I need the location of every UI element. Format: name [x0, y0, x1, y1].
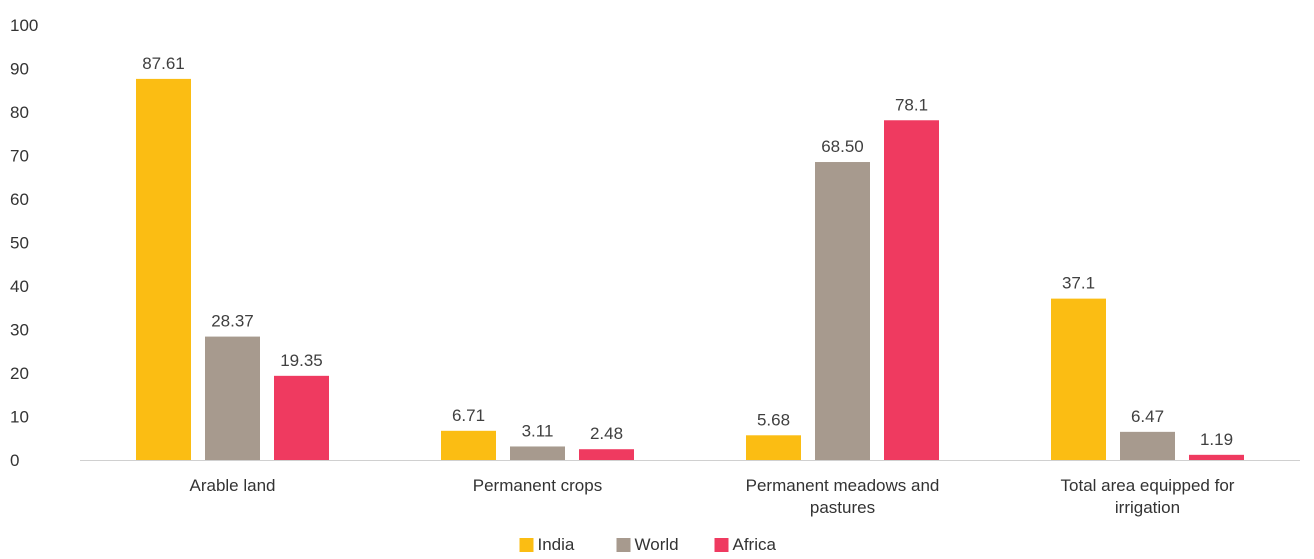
bar-india: [1051, 298, 1106, 460]
bar-india: [136, 78, 191, 461]
y-tick-label: 10: [10, 408, 29, 427]
data-label: 5.68: [757, 410, 790, 429]
bar-india: [441, 430, 496, 460]
category-label: Arable land: [189, 476, 275, 495]
category-label: pastures: [810, 498, 875, 517]
category-labels: Arable land Permanent crops Permanent mead…: [189, 476, 1234, 517]
data-label: 1.19: [1200, 430, 1233, 449]
category-label: Permanent crops: [473, 476, 602, 495]
y-tick-label: 20: [10, 364, 29, 383]
y-tick-label: 90: [10, 60, 29, 79]
legend-label-india: India: [538, 535, 575, 554]
y-tick-label: 100: [10, 16, 38, 35]
bar-africa: [579, 449, 634, 460]
data-label: 68.50: [821, 137, 864, 156]
bar-world: [205, 336, 260, 460]
legend-swatch-india: [519, 538, 534, 552]
data-labels: 87.61 28.37 19.35 6.71 3.11 2.48 5.68 68.50 78.1…: [142, 54, 1233, 449]
category-label: Total area equipped for: [1061, 476, 1235, 495]
y-axis-ticks: 0 10 20 30 40 50 60 70 80 90 100: [10, 16, 38, 470]
bar-africa: [274, 375, 329, 460]
legend: India World Africa: [519, 535, 777, 554]
category-label: Permanent meadows and: [746, 476, 940, 495]
data-label: 37.1: [1062, 274, 1095, 293]
data-label: 87.61: [142, 54, 185, 73]
bar-world: [815, 162, 870, 460]
bar-africa: [1189, 454, 1244, 460]
data-label: 28.37: [211, 312, 254, 331]
data-label: 19.35: [280, 351, 323, 370]
y-tick-label: 30: [10, 321, 29, 340]
data-label: 3.11: [522, 421, 554, 440]
y-tick-label: 40: [10, 277, 29, 296]
bar-africa: [884, 120, 939, 460]
legend-label-africa: Africa: [733, 535, 777, 554]
category-label: irrigation: [1115, 498, 1180, 517]
y-tick-label: 80: [10, 103, 29, 122]
y-tick-label: 60: [10, 190, 29, 209]
legend-swatch-africa: [714, 538, 729, 552]
data-label: 6.71: [452, 406, 485, 425]
legend-swatch-world: [616, 538, 631, 552]
y-tick-label: 70: [10, 147, 29, 166]
y-tick-label: 0: [10, 451, 19, 470]
data-label: 6.47: [1131, 407, 1164, 426]
data-label: 78.1: [895, 95, 928, 114]
data-label: 2.48: [590, 424, 623, 443]
y-tick-label: 50: [10, 234, 29, 253]
bar-world: [1120, 431, 1175, 460]
legend-label-world: World: [635, 535, 679, 554]
bars: [136, 78, 1244, 461]
bar-india: [746, 435, 801, 460]
bar-world: [510, 446, 565, 460]
